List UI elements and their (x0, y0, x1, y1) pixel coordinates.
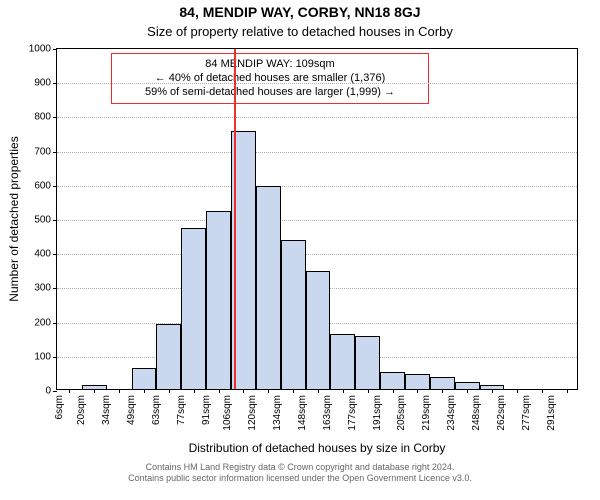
x-tick-label: 234sqm (446, 389, 457, 431)
gridline (57, 152, 577, 153)
gridline (57, 83, 577, 84)
bar (206, 211, 231, 389)
bar (256, 186, 281, 389)
bar (330, 334, 355, 389)
x-tick-label: 49sqm (126, 389, 137, 425)
x-tick-label: 177sqm (347, 389, 358, 431)
y-tick-label: 700 (34, 146, 57, 157)
chart-title-main: 84, MENDIP WAY, CORBY, NN18 8GJ (0, 4, 600, 21)
annotation-line: 59% of semi-detached houses are larger (… (120, 86, 420, 100)
bar (132, 368, 157, 389)
x-tick-label: 134sqm (272, 389, 283, 431)
y-tick-label: 600 (34, 180, 57, 191)
x-axis-label: Distribution of detached houses by size … (57, 441, 577, 455)
gridline (57, 117, 577, 118)
x-tick-label: 148sqm (297, 389, 308, 431)
bar (405, 374, 430, 389)
y-tick-label: 1000 (29, 44, 57, 55)
plot-area: 84 MENDIP WAY: 109sqm← 40% of detached h… (56, 48, 578, 390)
bar (156, 324, 181, 389)
y-tick-label: 800 (34, 112, 57, 123)
property-size-chart: 84, MENDIP WAY, CORBY, NN18 8GJ Size of … (0, 0, 600, 500)
gridline (57, 220, 577, 221)
y-tick-label: 200 (34, 317, 57, 328)
y-axis-label: Number of detached properties (7, 136, 21, 301)
bar (181, 228, 206, 389)
x-tick-label: 277sqm (521, 389, 532, 431)
bar (281, 240, 306, 389)
gridline (57, 254, 577, 255)
y-tick-label: 900 (34, 78, 57, 89)
bar (355, 336, 380, 389)
y-tick-label: 400 (34, 249, 57, 260)
x-tick-label: 248sqm (471, 389, 482, 431)
annotation-box: 84 MENDIP WAY: 109sqm← 40% of detached h… (111, 53, 429, 104)
x-tick-label: 262sqm (496, 389, 507, 431)
chart-footer: Contains HM Land Registry data © Crown c… (0, 462, 600, 485)
x-tick-label: 120sqm (247, 389, 258, 431)
x-tick-label: 106sqm (223, 389, 234, 431)
x-tick-label: 6sqm (54, 389, 65, 419)
marker-line (234, 49, 236, 389)
x-tick-label: 91sqm (201, 389, 212, 425)
bar (380, 372, 405, 389)
bar (430, 377, 455, 389)
y-tick-label: 500 (34, 215, 57, 226)
bar (306, 271, 331, 389)
y-tick-label: 300 (34, 283, 57, 294)
x-tick-label: 291sqm (546, 389, 557, 431)
footer-line: Contains public sector information licen… (0, 473, 600, 484)
x-tick-label: 34sqm (101, 389, 112, 425)
x-tick-label: 77sqm (176, 389, 187, 425)
x-tick-label: 163sqm (322, 389, 333, 431)
footer-line: Contains HM Land Registry data © Crown c… (0, 462, 600, 473)
x-tick-label: 219sqm (421, 389, 432, 431)
annotation-line: 84 MENDIP WAY: 109sqm (120, 58, 420, 72)
x-tick-label: 63sqm (151, 389, 162, 425)
x-tick-label: 205sqm (397, 389, 408, 431)
y-tick-label: 100 (34, 351, 57, 362)
bar (455, 382, 480, 389)
x-tick-label: 191sqm (372, 389, 383, 431)
x-tick-label: 20sqm (76, 389, 87, 425)
gridline (57, 186, 577, 187)
chart-title-sub: Size of property relative to detached ho… (0, 24, 600, 40)
